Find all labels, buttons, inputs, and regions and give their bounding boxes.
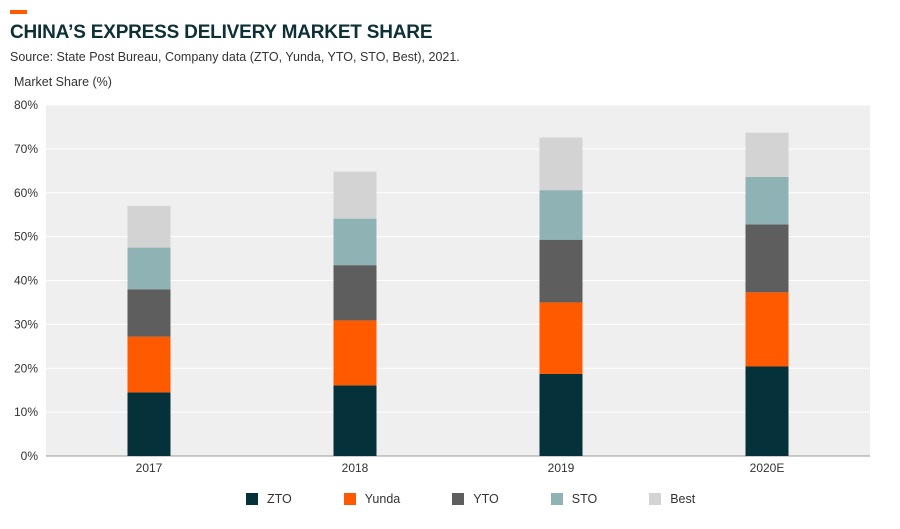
legend-item-yto: YTO	[452, 492, 499, 506]
bar-sto-2018	[333, 218, 377, 266]
bar-yunda-2017	[127, 336, 171, 393]
bar-yunda-2018	[333, 320, 377, 386]
y-tick-label: 80%	[14, 98, 38, 112]
bar-sto-2020e	[745, 176, 789, 225]
legend-item-yunda: Yunda	[343, 492, 401, 506]
bar-yto-2020e	[745, 224, 789, 293]
title-accent-bar	[10, 10, 27, 14]
chart-subtitle: Source: State Post Bureau, Company data …	[10, 50, 460, 64]
legend-item-sto: STO	[550, 492, 598, 506]
bar-sto-2019	[539, 190, 583, 240]
y-tick-label: 20%	[14, 361, 38, 375]
bar-yto-2019	[539, 239, 583, 303]
y-tick-label: 60%	[14, 186, 38, 200]
legend: ZTO Yunda YTO STO Best	[246, 490, 747, 508]
x-tick-label: 2020E	[750, 461, 785, 475]
x-tick-label: 2017	[136, 461, 163, 475]
bar-best-2017	[127, 205, 171, 248]
bar-zto-2020e	[745, 366, 789, 456]
legend-item-best: Best	[649, 492, 695, 506]
x-tick-label: 2018	[342, 461, 369, 475]
legend-item-zto: ZTO	[246, 492, 292, 506]
bar-yunda-2019	[539, 302, 583, 374]
bar-zto-2019	[539, 373, 583, 456]
bar-best-2019	[539, 137, 583, 191]
legend-swatch	[452, 493, 465, 505]
legend-label: ZTO	[267, 492, 292, 506]
legend-swatch	[649, 493, 662, 505]
y-tick-label: 0%	[21, 449, 39, 463]
bar-yunda-2020e	[745, 292, 789, 367]
y-tick-label: 50%	[14, 230, 38, 244]
legend-label: STO	[571, 492, 598, 506]
legend-label: YTO	[473, 492, 499, 506]
legend-swatch	[246, 493, 258, 505]
bar-best-2020e	[745, 132, 789, 177]
legend-label: Best	[670, 492, 696, 506]
legend-label: Yunda	[364, 492, 401, 506]
bar-zto-2018	[333, 385, 377, 456]
x-tick-label: 2019	[548, 461, 575, 475]
y-tick-label: 30%	[14, 317, 38, 331]
y-tick-label: 40%	[14, 274, 38, 288]
y-tick-label: 10%	[14, 405, 38, 419]
bar-yto-2018	[333, 265, 377, 321]
bar-zto-2017	[127, 392, 171, 456]
legend-swatch	[550, 493, 563, 505]
bar-sto-2017	[127, 247, 171, 290]
bar-yto-2017	[127, 289, 171, 337]
y-tick-label: 70%	[14, 142, 38, 156]
bar-best-2018	[333, 171, 377, 219]
chart-title: CHINA’S EXPRESS DELIVERY MARKET SHARE	[10, 22, 433, 43]
legend-swatch	[343, 493, 356, 505]
y-axis-label: Market Share (%)	[14, 75, 112, 89]
